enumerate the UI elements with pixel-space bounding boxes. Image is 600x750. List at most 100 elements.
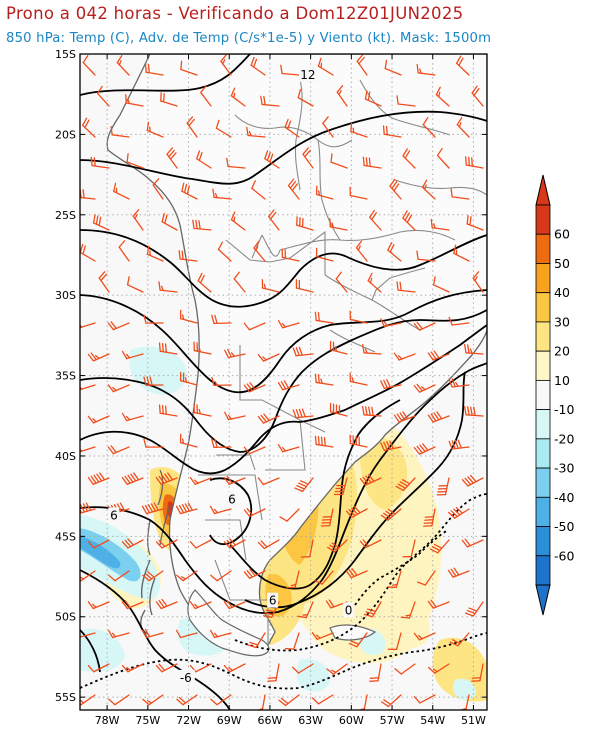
wind-barb bbox=[389, 178, 402, 200]
colorbar-swatch bbox=[535, 438, 551, 469]
wind-barb bbox=[87, 601, 110, 610]
wind-barb bbox=[355, 240, 368, 262]
colorbar: 60 50 40 30 20 10 -10 -20 -30 -40 -50 -60 bbox=[535, 174, 574, 616]
political-borders bbox=[198, 79, 487, 645]
wind-barb bbox=[302, 147, 314, 169]
wind-barb bbox=[87, 539, 110, 549]
lat-tick-label: 20S bbox=[55, 128, 76, 141]
wind-barb bbox=[107, 445, 130, 455]
wind-barb bbox=[261, 279, 280, 293]
wind-barb bbox=[143, 376, 164, 386]
wind-barb bbox=[295, 279, 314, 293]
wind-barb bbox=[464, 601, 484, 617]
wind-barb bbox=[90, 156, 110, 169]
colorbar-swatch bbox=[535, 204, 551, 235]
lon-tick-label: 78W bbox=[95, 714, 120, 727]
wind-barb bbox=[243, 322, 266, 331]
wind-barb bbox=[279, 508, 300, 522]
wind-barb bbox=[176, 694, 198, 706]
wind-barb bbox=[369, 663, 382, 682]
lat-tick-label: 55S bbox=[55, 691, 76, 704]
wind-barb bbox=[257, 353, 280, 362]
wind-barb bbox=[456, 55, 470, 76]
contour-label: 12 bbox=[300, 68, 315, 82]
wind-barb bbox=[428, 663, 450, 674]
wind-barb bbox=[396, 281, 416, 293]
lon-tick-label: 66W bbox=[257, 714, 282, 727]
wind-barb bbox=[257, 539, 280, 550]
wind-barb bbox=[176, 570, 198, 582]
lon-tick-label: 60W bbox=[339, 714, 364, 727]
wind-barb bbox=[210, 570, 232, 582]
wind-barb bbox=[450, 188, 470, 200]
wind-barb bbox=[367, 272, 382, 293]
wind-barb bbox=[400, 601, 416, 619]
wind-barb bbox=[181, 182, 198, 200]
wind-barb bbox=[448, 316, 470, 326]
wind-barb bbox=[116, 55, 130, 76]
wind-barb bbox=[179, 433, 198, 448]
wind-barb bbox=[226, 157, 246, 169]
wind-barb bbox=[329, 340, 348, 355]
map-area: 12 6 6 6 0 -6 bbox=[80, 54, 487, 710]
wind-barb bbox=[196, 150, 212, 169]
wind-barb bbox=[314, 311, 334, 324]
colorbar-swatch bbox=[535, 409, 551, 440]
wind-barb bbox=[155, 539, 178, 549]
wind-barb bbox=[143, 438, 164, 448]
wind-barb bbox=[108, 570, 130, 582]
colorbar-label: -50 bbox=[554, 519, 574, 534]
wind-barb bbox=[413, 694, 436, 704]
wind-barb bbox=[197, 272, 212, 293]
colorbar-label: 60 bbox=[554, 227, 570, 242]
wind-barb bbox=[87, 663, 110, 673]
wind-barb bbox=[126, 153, 144, 169]
wind-barb bbox=[220, 54, 232, 76]
wind-barb bbox=[345, 568, 368, 579]
wind-barb bbox=[359, 539, 382, 549]
wind-barb bbox=[413, 632, 436, 641]
wind-barb bbox=[413, 321, 436, 331]
axis-labels: 78W 75W 72W 69W 66W 63W 60W 57W 54W 51W 15S 20S 25S 3… bbox=[55, 48, 486, 727]
wind-barb bbox=[121, 412, 144, 422]
wind-barb bbox=[110, 125, 130, 138]
wind-barb bbox=[326, 663, 348, 675]
wind-barb bbox=[277, 320, 300, 329]
wind-barb bbox=[233, 271, 246, 293]
wind-barb bbox=[436, 147, 450, 169]
wind-barb bbox=[416, 570, 436, 586]
wind-barb bbox=[461, 474, 484, 487]
isotherm-contours bbox=[80, 54, 487, 710]
wind-barb bbox=[320, 508, 334, 527]
wind-barb bbox=[121, 538, 144, 549]
wind-barb bbox=[155, 598, 178, 610]
wind-barb bbox=[87, 352, 110, 362]
wind-barb bbox=[394, 663, 416, 675]
wind-barb bbox=[292, 408, 314, 419]
wind-barb bbox=[243, 382, 266, 393]
wind-barb bbox=[209, 629, 232, 639]
wind-barb bbox=[327, 539, 348, 553]
contour-label-bg bbox=[108, 507, 120, 523]
wind-barb bbox=[223, 475, 246, 485]
wind-barb bbox=[247, 632, 266, 649]
wind-barb bbox=[336, 85, 348, 107]
wind-barb bbox=[189, 663, 212, 673]
colorbar-swatch bbox=[535, 263, 551, 294]
wind-barb bbox=[161, 213, 178, 231]
wind-barb bbox=[87, 415, 110, 424]
wind-barb bbox=[215, 119, 232, 138]
wind-barb bbox=[143, 314, 164, 324]
wind-barb bbox=[223, 538, 246, 549]
contour-label: 0 bbox=[345, 603, 353, 617]
wind-barb bbox=[286, 570, 300, 589]
lon-tick-label: 63W bbox=[298, 714, 323, 727]
wind-barb bbox=[427, 350, 450, 361]
wind-barb bbox=[402, 539, 416, 558]
wind-barb bbox=[384, 59, 402, 76]
colorbar-label: 50 bbox=[554, 256, 570, 271]
wind-barb bbox=[264, 150, 280, 169]
wind-barb bbox=[300, 539, 314, 558]
lat-tick-label: 40S bbox=[55, 450, 76, 463]
wind-barb bbox=[155, 663, 178, 673]
